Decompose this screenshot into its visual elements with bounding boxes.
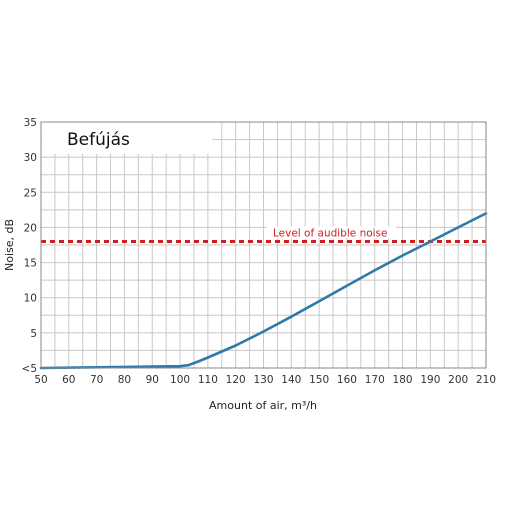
x-tick-label: 70 <box>90 374 103 386</box>
y-tick-label: 20 <box>24 222 37 234</box>
x-tick-label: 130 <box>253 374 273 386</box>
reference-label-background <box>266 226 396 239</box>
x-tick-label: 50 <box>34 374 47 386</box>
x-tick-label: 180 <box>393 374 413 386</box>
y-tick-label: 30 <box>24 152 37 164</box>
x-tick-label: 90 <box>146 374 159 386</box>
x-tick-label: 160 <box>337 374 357 386</box>
y-tick-label: <5 <box>22 363 37 375</box>
x-tick-label: 190 <box>420 374 440 386</box>
x-tick-label: 140 <box>281 374 301 386</box>
plot-border <box>40 121 487 369</box>
noise-series-line <box>39 212 488 370</box>
chart-title: Befújás <box>67 130 130 150</box>
x-tick-labels: 50 60 70 80 90 100 110 120 130 140 150 160 170 180 190… <box>34 374 496 386</box>
x-tick-label: 100 <box>170 374 190 386</box>
x-axis-title: Amount of air, m³/h <box>209 399 317 412</box>
x-tick-label: 200 <box>448 374 468 386</box>
y-tick-label: 10 <box>24 293 37 305</box>
x-tick-label: 110 <box>198 374 218 386</box>
reference-line-label: Level of audible noise <box>273 227 388 239</box>
series-group <box>39 212 488 370</box>
reference-line-group: Level of audible noise <box>41 226 486 243</box>
y-tick-label: 25 <box>24 187 37 199</box>
y-axis-title: Noise, dB <box>3 219 16 271</box>
x-tick-label: 210 <box>476 374 496 386</box>
x-tick-label: 80 <box>118 374 131 386</box>
x-tick-label: 170 <box>365 374 385 386</box>
x-tick-label: 120 <box>226 374 246 386</box>
x-tick-label: 60 <box>62 374 75 386</box>
y-tick-label: 35 <box>24 117 37 129</box>
y-tick-label: 15 <box>24 258 37 270</box>
y-tick-labels: <5 5 10 15 20 25 30 35 <box>22 117 37 375</box>
x-tick-label: 150 <box>309 374 329 386</box>
title-box <box>42 123 212 154</box>
y-tick-label: 5 <box>30 328 37 340</box>
